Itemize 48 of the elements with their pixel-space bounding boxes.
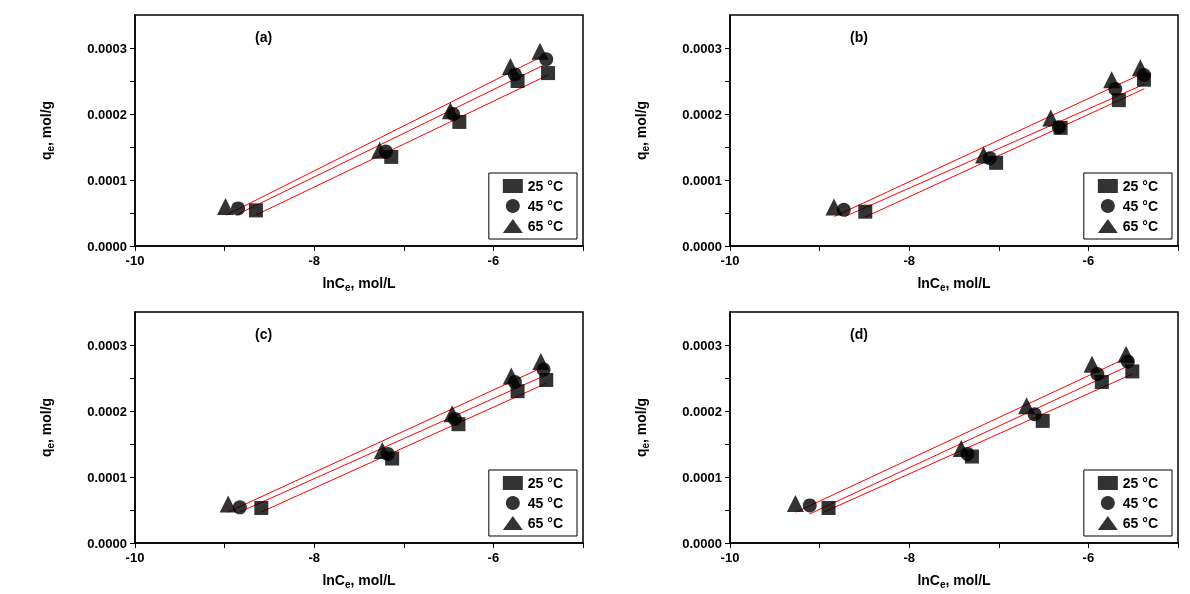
legend-label: 25 °C [1122,475,1158,491]
y-tick-label: 0.0003 [682,337,722,353]
legend-label: 65 °C [527,515,563,531]
annotation: (d) [850,326,868,342]
y-tick-label: 0.0001 [87,172,127,188]
legend-label: 45 °C [1122,198,1158,214]
x-tick-label: -10 [125,550,145,565]
x-tick-label: -10 [720,253,740,268]
y-axis-title: qe, mol/g [633,397,651,458]
x-tick-label: -8 [903,550,915,565]
annotation: (a) [255,29,273,45]
y-tick-label: 0.0001 [682,172,722,188]
y-tick-label: 0.0000 [682,238,722,254]
x-tick-label: -8 [308,253,320,268]
y-tick-label: 0.0002 [87,106,127,122]
legend-label: 45 °C [1122,495,1158,511]
y-tick-label: 0.0003 [682,40,722,56]
x-tick-label: -8 [308,550,320,565]
legend-label: 65 °C [527,218,563,234]
annotation: (b) [850,29,868,45]
y-tick-label: 0.0003 [87,40,127,56]
y-tick-label: 0.0000 [87,535,127,551]
y-tick-label: 0.0002 [682,106,722,122]
y-tick-label: 0.0001 [87,469,127,485]
legend-label: 25 °C [527,475,563,491]
y-axis-title: qe, mol/g [38,397,56,458]
y-tick-label: 0.0001 [682,469,722,485]
y-tick-label: 0.0000 [682,535,722,551]
x-tick-label: -10 [125,253,145,268]
x-tick-label: -6 [487,253,500,268]
legend-label: 45 °C [527,495,563,511]
legend-label: 65 °C [1122,515,1158,531]
y-axis-title: qe, mol/g [38,100,56,161]
y-tick-label: 0.0003 [87,337,127,353]
legend-label: 45 °C [527,198,563,214]
x-tick-label: -8 [903,253,915,268]
annotation: (c) [255,326,273,342]
x-tick-label: -6 [1082,550,1095,565]
y-tick-label: 0.0002 [682,403,722,419]
y-tick-label: 0.0002 [87,403,127,419]
x-tick-label: -6 [1082,253,1095,268]
legend-label: 25 °C [527,178,563,194]
y-axis-title: qe, mol/g [633,100,651,161]
y-tick-label: 0.0000 [87,238,127,254]
legend-label: 65 °C [1122,218,1158,234]
legend-label: 25 °C [1122,178,1158,194]
x-tick-label: -6 [487,550,500,565]
x-tick-label: -10 [720,550,740,565]
